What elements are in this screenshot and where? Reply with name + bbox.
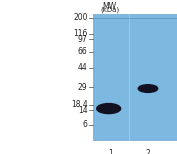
Text: 97: 97 [78, 35, 88, 44]
Text: (kDa): (kDa) [100, 7, 119, 13]
Text: 66: 66 [78, 47, 88, 56]
Text: 200: 200 [73, 13, 88, 22]
Ellipse shape [138, 85, 158, 92]
Text: 29: 29 [78, 83, 88, 91]
Text: 2: 2 [145, 149, 150, 154]
FancyBboxPatch shape [93, 14, 177, 140]
Text: 1: 1 [108, 149, 113, 154]
Text: 6: 6 [83, 120, 88, 129]
Text: 44: 44 [78, 63, 88, 72]
Ellipse shape [97, 103, 121, 113]
Text: 116: 116 [73, 29, 88, 38]
Text: 18.4: 18.4 [71, 100, 88, 109]
Text: MW: MW [103, 2, 117, 10]
Text: 14: 14 [78, 106, 88, 115]
